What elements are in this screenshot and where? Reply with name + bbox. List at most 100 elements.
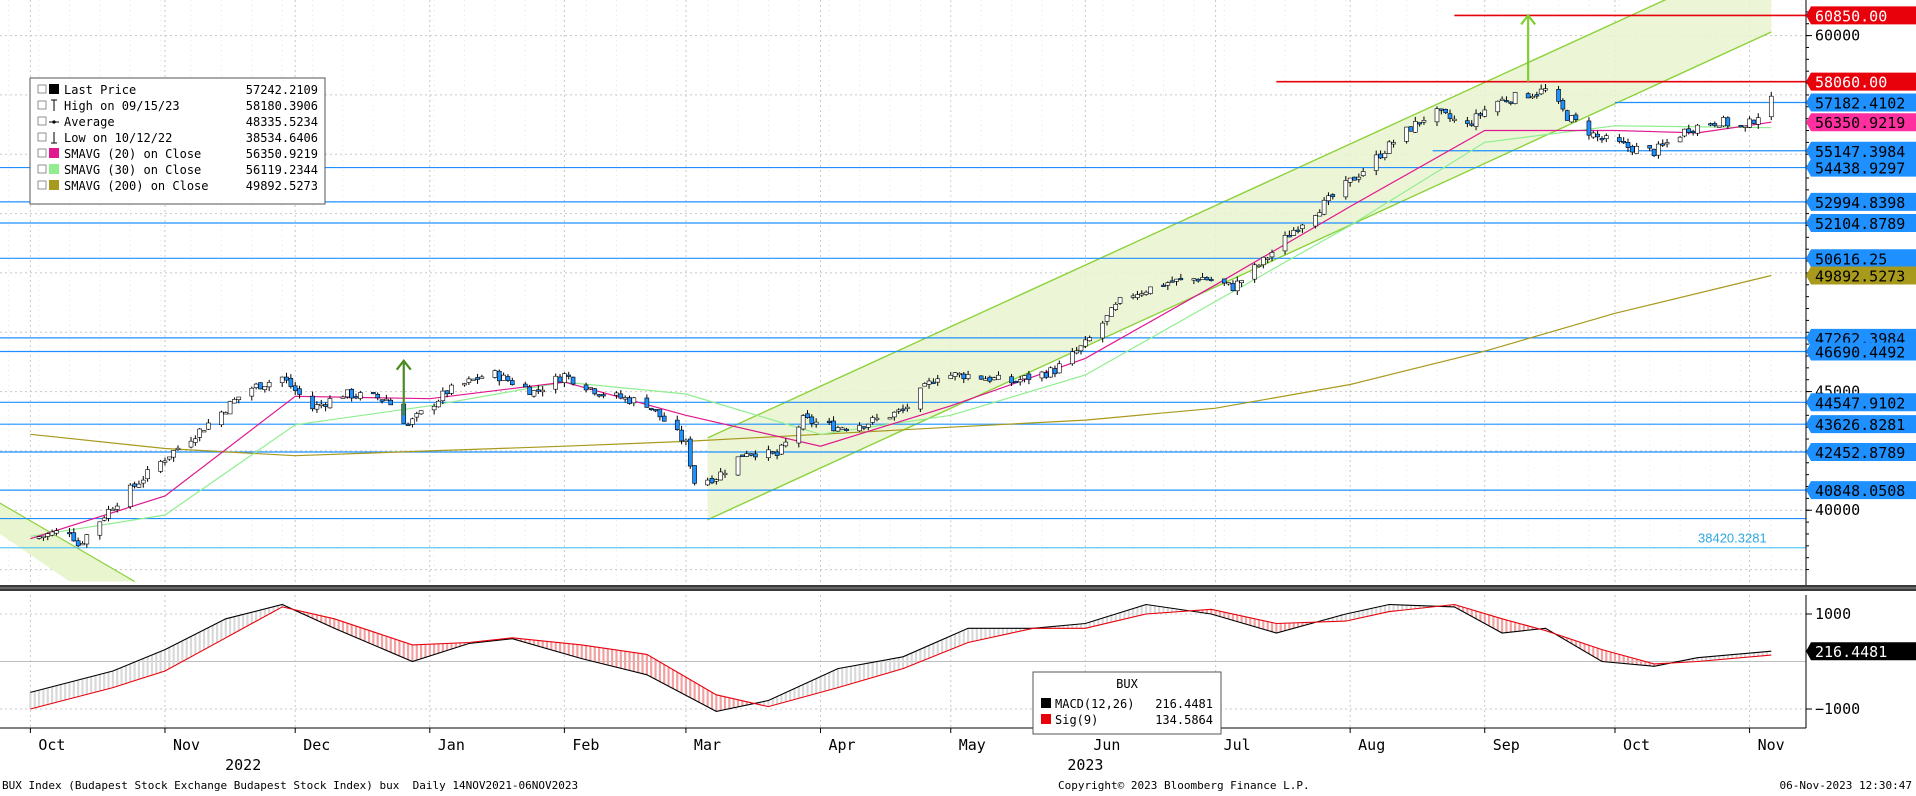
footer-right: 06-Nov-2023 12:30:47: [1779, 779, 1912, 792]
candle-body: [1104, 315, 1110, 322]
x-tick-label: Oct: [38, 736, 65, 754]
legend-value: 56350.9219: [246, 147, 318, 161]
level-tag-label: 43626.8281: [1815, 416, 1905, 434]
macd-legend: BUX MACD(12,26) 216.4481 Sig(9) 134.5864: [1032, 671, 1222, 735]
candle-body: [865, 423, 871, 428]
macd-legend-label: Sig(9): [1055, 713, 1098, 727]
candle-body: [1569, 115, 1574, 123]
year-label: 2022: [225, 756, 261, 774]
candle-body: [1651, 148, 1657, 157]
level-tag: [1806, 93, 1916, 112]
candle-body: [905, 406, 910, 409]
legend-swatch: [49, 180, 59, 190]
candle-body: [766, 449, 771, 459]
price-legend-box: [29, 77, 326, 205]
level-tag-label: 44547.9102: [1815, 394, 1905, 412]
y-tick-label: 40000: [1815, 501, 1860, 519]
candle-body: [857, 425, 862, 432]
candle-body: [345, 389, 350, 398]
candle-body: [262, 386, 268, 391]
sma200-line: [30, 274, 1772, 457]
candle-body: [648, 407, 654, 411]
candle-body: [75, 540, 81, 547]
macd-y-tick-label: −1000: [1815, 700, 1860, 718]
candle-body: [1148, 286, 1153, 294]
level-tag: [1806, 6, 1916, 25]
candle-body: [800, 415, 806, 430]
candle-body: [1135, 294, 1140, 298]
candle-body: [1538, 88, 1544, 95]
macd-legend-title: BUX: [1116, 677, 1138, 691]
macd-value-tag: [1806, 642, 1916, 661]
level-tag: [1806, 192, 1916, 211]
candle-body: [779, 444, 784, 455]
macd-legend-swatch: [1041, 698, 1051, 708]
grid: [0, 0, 1806, 728]
level-tag-label: 57182.4102: [1815, 94, 1905, 112]
candle-body: [835, 427, 841, 432]
candle-body: [918, 387, 923, 410]
legend-value: 57242.2109: [246, 83, 318, 97]
target-arrow-head: [395, 358, 412, 371]
candle-body: [1755, 117, 1761, 125]
candle-body: [748, 453, 754, 456]
candle-body: [379, 399, 385, 402]
candle-body: [1530, 95, 1535, 99]
candle-body: [340, 396, 346, 399]
candle-body: [523, 383, 528, 388]
candle-body: [674, 419, 680, 430]
value-tag: [1806, 113, 1916, 132]
candle-body: [644, 397, 650, 408]
candle-body: [1022, 375, 1027, 380]
candle-body: [1595, 133, 1600, 138]
macd-legend-value: 134.5864: [1155, 713, 1213, 727]
candle-body: [258, 382, 263, 390]
candle-body: [1239, 280, 1244, 284]
price-legend: Last Price 57242.2109 High on 09/15/23 5818…: [29, 77, 326, 205]
candle-body: [1026, 373, 1032, 380]
candle-body: [253, 383, 259, 388]
candle-body: [71, 532, 77, 542]
candle-body: [84, 534, 90, 545]
low-level-label: 38420.3281: [1698, 531, 1767, 546]
candle-body: [1603, 135, 1609, 140]
legend-expander: [37, 164, 47, 174]
legend-value: 38534.6406: [246, 131, 318, 145]
candle-body: [874, 417, 880, 420]
candle-body: [588, 387, 593, 390]
candle-body: [622, 397, 628, 400]
candle-body: [826, 420, 832, 423]
candle-body: [492, 370, 498, 378]
legend-label: SMAVG (30) on Close: [64, 163, 201, 177]
candle-body: [358, 392, 363, 399]
candle-body: [948, 374, 954, 379]
candle-body: [1617, 137, 1622, 142]
candle-body: [592, 388, 598, 395]
legend-value: 58180.3906: [246, 99, 318, 113]
candle-body: [501, 374, 506, 381]
candle-body: [527, 386, 532, 395]
candle-body: [405, 423, 411, 426]
legend-value: 49892.5273: [246, 179, 318, 193]
level-tag-label: 50616.25: [1815, 250, 1887, 268]
candle-body: [618, 393, 624, 399]
candle-body: [531, 390, 537, 397]
target-arrow-head: [1520, 13, 1537, 26]
candle-body: [1599, 138, 1605, 141]
candle-body: [1326, 195, 1331, 202]
candle-body: [1465, 120, 1470, 124]
candle-body: [193, 438, 198, 443]
candle-body: [1048, 367, 1053, 378]
candle-body: [314, 404, 320, 410]
candle-body: [1204, 277, 1210, 281]
x-tick-label: Nov: [1758, 736, 1785, 754]
candle-body: [653, 409, 658, 412]
candle-body: [1013, 380, 1019, 384]
legend-label: SMAVG (20) on Close: [64, 147, 201, 161]
candle-body: [1751, 119, 1757, 124]
level-tag: [1806, 72, 1916, 91]
level-tag: [1806, 249, 1916, 268]
level-tag: [1806, 328, 1916, 347]
candle-body: [1200, 277, 1205, 280]
level-tag-label: 58060.00: [1815, 74, 1887, 92]
